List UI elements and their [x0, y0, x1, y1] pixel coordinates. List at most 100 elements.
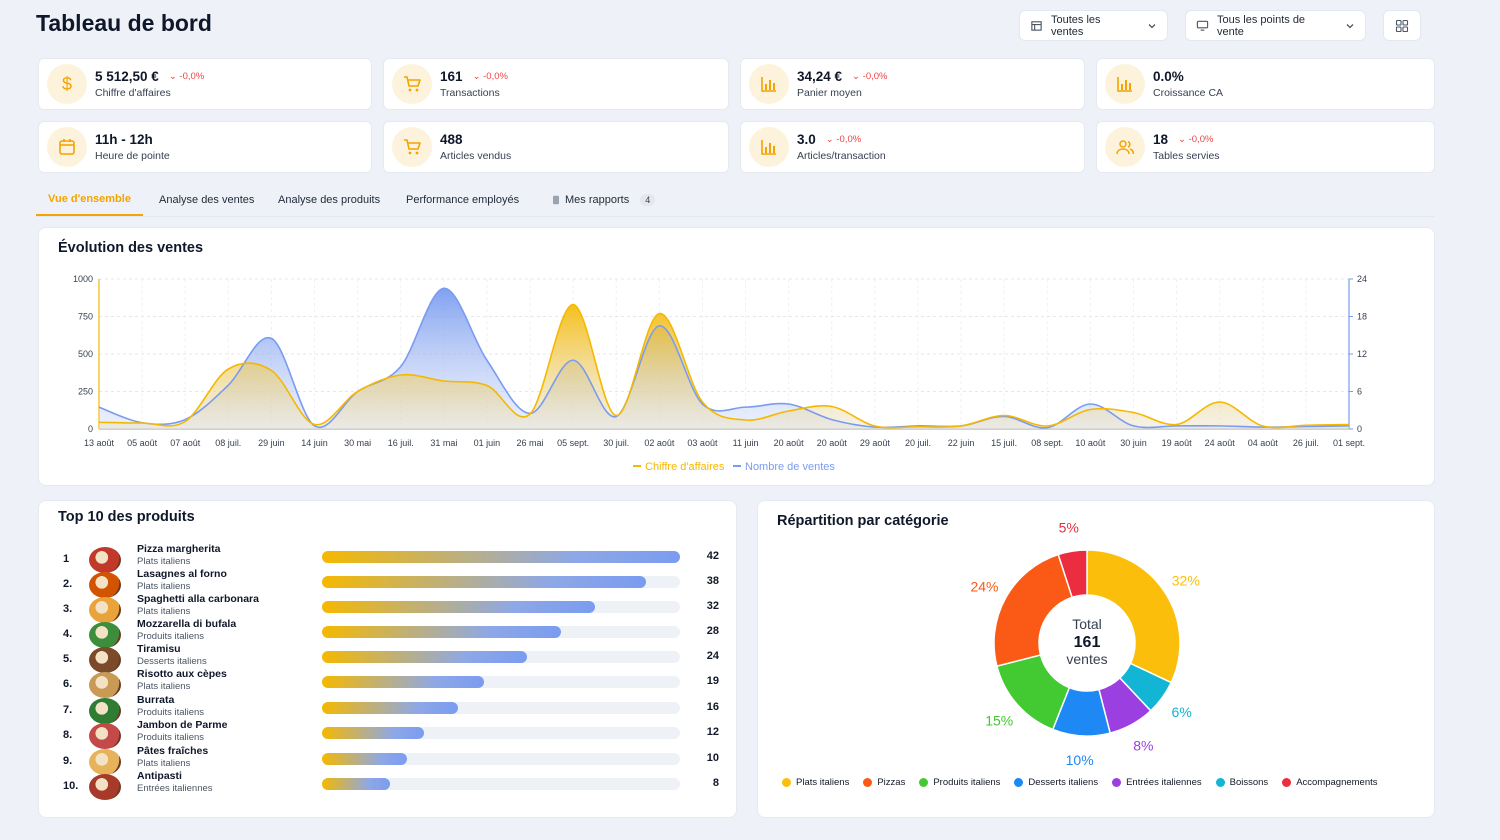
legend-sales-count[interactable]: Nombre de ventes — [745, 461, 835, 473]
sales-count-line — [98, 287, 1350, 429]
product-bar — [322, 727, 425, 739]
y-left-tick-label: 750 — [78, 312, 93, 322]
x-tick-label: 03 août — [687, 438, 718, 448]
x-tick-label: 30 juin — [1120, 438, 1147, 448]
product-name: Jambon de Parme — [137, 719, 228, 731]
kpi-card: 0.0% Croissance CA — [1096, 58, 1435, 110]
x-tick-label: 24 août — [1205, 438, 1236, 448]
product-row[interactable]: 8. Jambon de Parme Produits italiens 12 — [39, 719, 739, 751]
product-row[interactable]: 10. Antipasti Entrées italiennes 8 — [39, 770, 739, 802]
product-count: 28 — [706, 625, 719, 637]
legend-label: Plats italiens — [796, 777, 850, 788]
product-bar-track — [322, 753, 680, 765]
chevron-down-icon: ⌄ — [168, 71, 177, 82]
layout-grid-button[interactable] — [1383, 10, 1421, 41]
kpi-delta-value: -0,0% — [862, 71, 888, 82]
x-tick-label: 01 juin — [474, 438, 501, 448]
product-row[interactable]: 5. Tiramisu Desserts italiens 24 — [39, 643, 739, 675]
product-row[interactable]: 6. Risotto aux cèpes Plats italiens 19 — [39, 668, 739, 700]
donut-center-value: 161 — [1074, 634, 1101, 651]
product-count: 24 — [706, 650, 719, 662]
users-icon — [1105, 127, 1145, 167]
y-left-tick-label: 500 — [78, 349, 93, 359]
x-tick-label: 29 août — [860, 438, 891, 448]
category-legend-item[interactable]: Plats italiens — [782, 777, 849, 788]
donut-slice[interactable] — [993, 553, 1074, 668]
x-tick-label: 14 juin — [301, 438, 328, 448]
product-rank: 8. — [63, 729, 73, 741]
product-row[interactable]: 7. Burrata Produits italiens 16 — [39, 694, 739, 726]
kpi-card: $ 5 512,50 € ⌄ -0,0% Chiffre d'affaires — [38, 58, 372, 110]
product-name: Antipasti — [137, 770, 182, 782]
slice-percent-label: 24% — [970, 579, 998, 595]
bar-chart-icon — [749, 64, 789, 104]
kpi-card: 488 Articles vendus — [383, 121, 729, 173]
product-bar-track — [322, 778, 680, 790]
pos-filter-dropdown[interactable]: Tous les points de vente — [1185, 10, 1366, 41]
tab-overview[interactable]: Vue d'ensemble — [36, 183, 143, 216]
sales-chart-title: Évolution des ventes — [58, 240, 204, 256]
product-category: Entrées italiennes — [137, 783, 213, 794]
product-count: 10 — [706, 752, 719, 764]
page-title: Tableau de bord — [36, 10, 212, 36]
x-tick-label: 02 août — [644, 438, 675, 448]
tab-sales-analysis[interactable]: Analyse des ventes — [159, 183, 254, 216]
tab-employee-performance[interactable]: Performance employés — [406, 183, 519, 216]
legend-revenue[interactable]: Chiffre d'affaires — [645, 461, 725, 473]
kpi-label: Articles vendus — [440, 150, 512, 162]
cart-icon — [392, 127, 432, 167]
kpi-card: 18 ⌄ -0,0% Tables servies — [1096, 121, 1435, 173]
category-legend-item[interactable]: Boissons — [1215, 777, 1268, 788]
revenue-area — [99, 304, 1349, 429]
tab-product-analysis[interactable]: Analyse des produits — [278, 183, 380, 216]
pos-filter-label: Tous les points de vente — [1217, 13, 1306, 38]
product-name: Spaghetti alla carbonara — [137, 593, 259, 605]
product-row[interactable]: 2. Lasagnes al forno Plats italiens 38 — [39, 568, 739, 600]
x-tick-label: 20 juil. — [905, 438, 931, 448]
product-bar — [322, 576, 646, 588]
chevron-down-icon: ⌄ — [1178, 134, 1186, 145]
product-row[interactable]: 3. Spaghetti alla carbonara Plats italie… — [39, 593, 739, 625]
donut-center-unit: ventes — [1066, 651, 1107, 667]
x-tick-label: 29 juin — [258, 438, 285, 448]
x-tick-label: 31 mai — [430, 438, 457, 448]
kpi-value: 5 512,50 € — [95, 69, 159, 84]
kpi-value: 18 — [1153, 132, 1169, 147]
donut-center-label: Total — [1072, 616, 1102, 632]
product-name: Lasagnes al forno — [137, 568, 227, 580]
product-category: Produits italiens — [137, 631, 205, 642]
category-legend-item[interactable]: Entrées italiennes — [1112, 777, 1202, 788]
donut-slice[interactable] — [1057, 549, 1088, 599]
y-right-tick-label: 24 — [1357, 274, 1367, 284]
category-legend-item[interactable]: Accompagnements — [1282, 777, 1378, 788]
product-name: Tiramisu — [137, 643, 181, 655]
product-count: 42 — [706, 550, 719, 562]
kpi-card: 11h - 12h Heure de pointe — [38, 121, 372, 173]
product-row[interactable]: 1 Pizza margherita Plats italiens 42 — [39, 543, 739, 575]
product-count: 16 — [706, 701, 719, 713]
product-thumbnail — [89, 572, 121, 598]
kpi-label: Tables servies — [1153, 150, 1220, 162]
slice-percent-label: 15% — [985, 712, 1013, 728]
category-legend-item[interactable]: Pizzas — [863, 777, 905, 788]
product-rank: 5. — [63, 653, 73, 665]
y-left-tick-label: 0 — [88, 424, 93, 434]
tab-sales-analysis-label: Analyse des ventes — [159, 193, 255, 206]
category-legend: Plats italiens Pizzas Produits italiens Des… — [782, 777, 1378, 788]
tab-product-analysis-label: Analyse des produits — [278, 193, 381, 206]
product-thumbnail — [89, 749, 121, 775]
product-row[interactable]: 4. Mozzarella di bufala Produits italien… — [39, 618, 739, 650]
product-row[interactable]: 9. Pâtes fraîches Plats italiens 10 — [39, 745, 739, 777]
y-left-tick-label: 250 — [78, 387, 93, 397]
product-thumbnail — [89, 774, 121, 800]
x-tick-label: 05 août — [127, 438, 158, 448]
cart-icon — [392, 64, 432, 104]
sales-filter-dropdown[interactable]: Toutes les ventes — [1019, 10, 1168, 41]
tab-my-reports[interactable]: Mes rapports 4 — [552, 183, 656, 216]
store-icon — [1031, 21, 1042, 31]
category-legend-item[interactable]: Desserts italiens — [1014, 777, 1098, 788]
legend-label: Accompagnements — [1296, 777, 1378, 788]
category-legend-item[interactable]: Produits italiens — [919, 777, 1000, 788]
kpi-value: 11h - 12h — [95, 132, 153, 147]
donut-slice[interactable] — [1086, 549, 1181, 684]
